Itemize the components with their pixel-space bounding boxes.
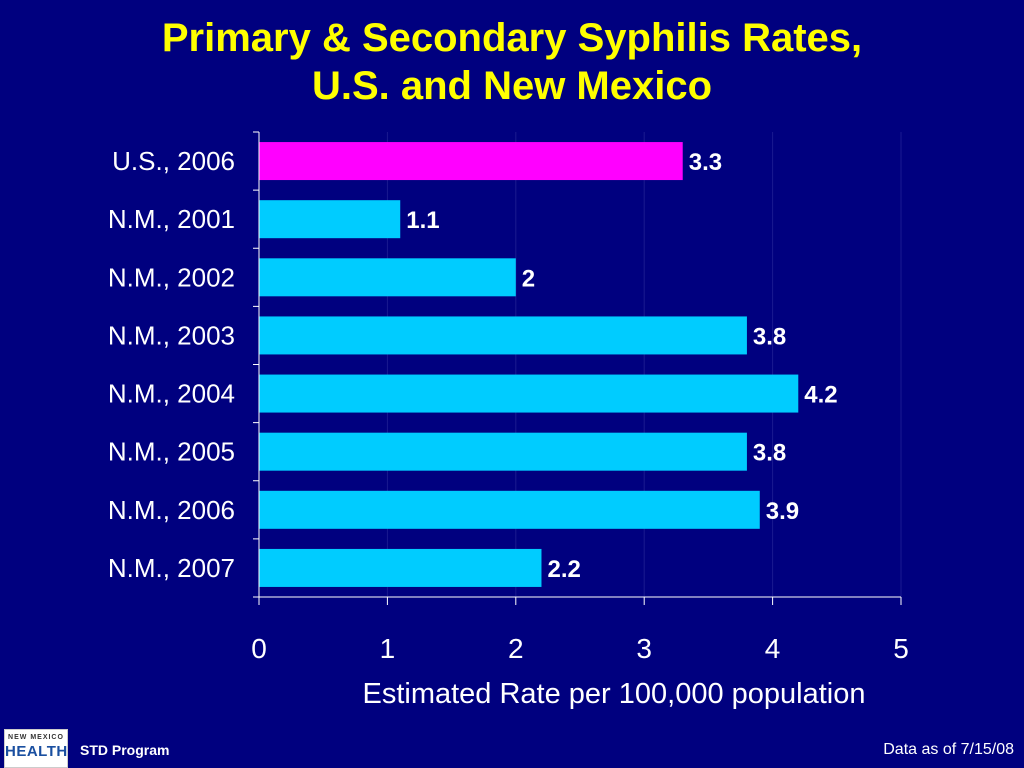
category-label-6: N.M., 2006 xyxy=(108,495,235,525)
x-tick-label-2: 2 xyxy=(508,633,524,664)
x-tick-label-5: 5 xyxy=(893,633,909,664)
bar-2 xyxy=(259,258,516,297)
program-name: STD Program xyxy=(80,742,170,758)
title-line-2: U.S. and New Mexico xyxy=(311,64,713,108)
value-label-6: 3.9 xyxy=(766,498,799,525)
bar-3 xyxy=(259,316,747,355)
data-date: Data as of 7/15/08 xyxy=(883,741,1014,758)
bar-5 xyxy=(259,432,747,471)
category-label-2: N.M., 2002 xyxy=(108,262,235,292)
value-label-1: 1.1 xyxy=(406,207,439,234)
bar-chart: U.S., 2006 3.3 N.M., 2001 1.1 N.M., 2002 2 N.M… xyxy=(108,131,909,710)
logo-small-text: NEW MEXICO xyxy=(8,734,64,741)
x-axis-title: Estimated Rate per 100,000 population xyxy=(362,678,865,710)
slide-title: Primary & Secondary Syphilis Rates, U.S.… xyxy=(0,14,1024,110)
x-tick-label-0: 0 xyxy=(251,633,267,664)
value-label-5: 3.8 xyxy=(753,440,786,467)
value-label-4: 4.2 xyxy=(804,382,837,409)
bar-4 xyxy=(259,374,799,413)
value-label-2: 2 xyxy=(522,265,535,292)
chart-labels: U.S., 2006 3.3 N.M., 2001 1.1 N.M., 2002 2 N.M… xyxy=(108,146,909,664)
bar-0 xyxy=(259,142,683,181)
category-label-5: N.M., 2005 xyxy=(108,437,235,467)
title-line-1: Primary & Secondary Syphilis Rates, xyxy=(161,16,863,60)
logo-main-text: HEALTH xyxy=(5,743,68,760)
x-tick-label-1: 1 xyxy=(380,633,396,664)
chart-bars xyxy=(259,142,799,587)
nm-health-logo: NEW MEXICO HEALTH xyxy=(4,729,68,768)
chart-axes xyxy=(253,131,902,605)
value-label-3: 3.8 xyxy=(753,323,786,350)
bar-1 xyxy=(259,200,401,239)
bar-7 xyxy=(259,548,542,587)
category-label-0: U.S., 2006 xyxy=(112,146,235,176)
x-tick-label-3: 3 xyxy=(636,633,652,664)
category-label-3: N.M., 2003 xyxy=(108,320,235,350)
value-label-7: 2.2 xyxy=(547,556,580,583)
value-label-0: 3.3 xyxy=(689,149,722,176)
category-label-4: N.M., 2004 xyxy=(108,379,235,409)
x-tick-label-4: 4 xyxy=(765,633,781,664)
category-label-7: N.M., 2007 xyxy=(108,553,235,583)
category-label-1: N.M., 2001 xyxy=(108,204,235,234)
bar-6 xyxy=(259,490,760,529)
